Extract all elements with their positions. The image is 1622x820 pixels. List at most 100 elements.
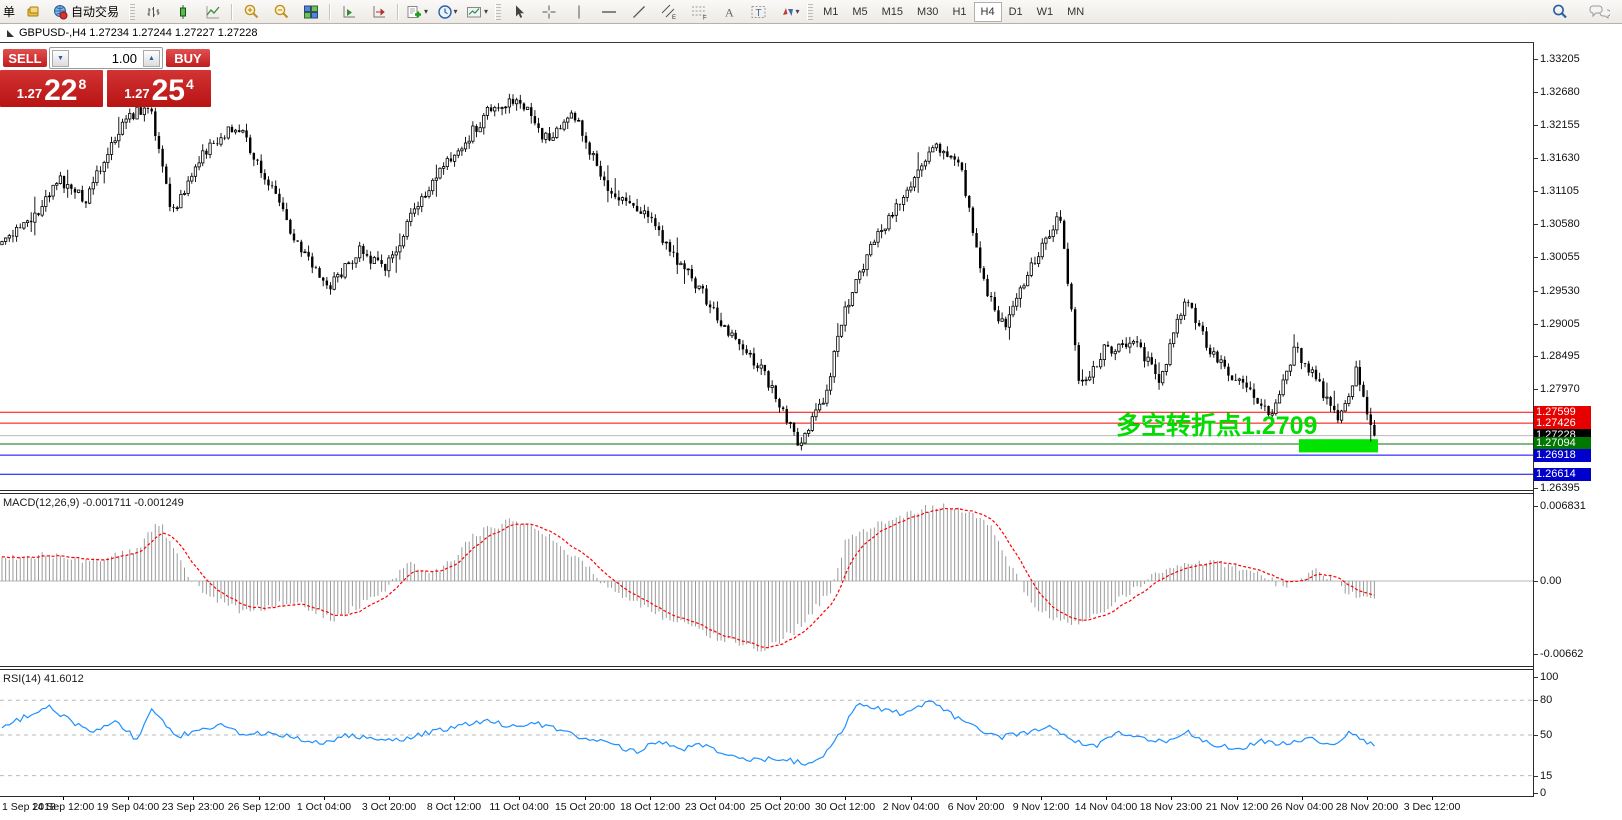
tick-mark xyxy=(1534,388,1538,390)
new-order-label[interactable]: 单 xyxy=(3,5,16,19)
tile-windows-button[interactable] xyxy=(297,1,325,23)
macd-pane[interactable]: MACD(12,26,9) -0.001711 -0.001249 xyxy=(0,494,1533,666)
history-center-button[interactable] xyxy=(19,1,47,23)
crosshair-icon xyxy=(541,4,557,20)
tick-mark xyxy=(1534,323,1538,325)
buy-button[interactable]: BUY xyxy=(166,49,210,67)
templates-button[interactable]: ▾ xyxy=(463,1,491,23)
price-tick-label: 1.30055 xyxy=(1534,251,1580,263)
arrows-button[interactable]: ▾ xyxy=(775,1,803,23)
sell-button[interactable]: SELL xyxy=(3,49,47,67)
toolbar-grip[interactable] xyxy=(495,3,502,20)
tick-mark xyxy=(1534,653,1538,655)
search-button[interactable] xyxy=(1546,1,1574,23)
crosshair-button[interactable] xyxy=(535,1,563,23)
date-tick xyxy=(1171,797,1172,800)
autotrade-button[interactable]: 自动交易 xyxy=(49,1,125,23)
date-label: 8 Oct 12:00 xyxy=(426,801,482,813)
date-tick xyxy=(63,797,64,800)
volume-increase-button[interactable]: ▲ xyxy=(143,49,160,67)
timeframe-M5[interactable]: M5 xyxy=(852,5,868,18)
chat-icon xyxy=(1588,4,1610,20)
macd-scale-label: -0.00662 xyxy=(1534,648,1583,660)
text-label-icon: T xyxy=(750,4,768,20)
equidistant-channel-button[interactable]: E xyxy=(655,1,683,23)
zoom-out-button[interactable] xyxy=(267,1,295,23)
date-label: 23 Sep 23:00 xyxy=(161,801,225,813)
date-label: 14 Sep 12:00 xyxy=(31,801,95,813)
tick-mark xyxy=(1534,91,1538,93)
tick-mark xyxy=(1534,223,1538,225)
auto-scroll-button[interactable] xyxy=(335,1,363,23)
text-label-button[interactable]: T xyxy=(745,1,773,23)
toolbar-grip[interactable] xyxy=(807,3,814,20)
chart-caption: GBPUSD-,H4 1.27234 1.27244 1.27227 1.272… xyxy=(0,24,1622,42)
line-chart-button[interactable] xyxy=(199,1,227,23)
tick-mark xyxy=(1534,290,1538,292)
timeframe-H4[interactable]: H4 xyxy=(973,1,1002,22)
svg-text:F: F xyxy=(703,16,707,21)
trendline-button[interactable] xyxy=(625,1,653,23)
periods-button[interactable]: ▾ xyxy=(433,1,461,23)
date-tick xyxy=(1041,797,1042,800)
timeframe-MN[interactable]: MN xyxy=(1067,5,1085,18)
chart-cursor-icon xyxy=(6,29,15,38)
date-label: 26 Nov 04:00 xyxy=(1270,801,1334,813)
date-tick xyxy=(911,797,912,800)
zoom-in-icon xyxy=(243,3,260,20)
cursor-button[interactable] xyxy=(505,1,533,23)
macd-chart[interactable] xyxy=(0,494,1533,666)
highlight-bar xyxy=(1299,439,1378,453)
text-button[interactable]: A xyxy=(715,1,743,23)
timeframe-M1[interactable]: M1 xyxy=(823,5,839,18)
tick-mark xyxy=(1534,124,1538,126)
chat-button[interactable] xyxy=(1585,1,1613,23)
sell-price-prefix: 1.27 xyxy=(16,86,43,101)
rsi-scale-label: 50 xyxy=(1534,729,1552,741)
candlestick-chart[interactable]: 多空转折点1.2709 xyxy=(0,43,1533,490)
rsi-pane[interactable]: RSI(14) 41.6012 xyxy=(0,670,1533,796)
text-icon: A xyxy=(722,4,736,20)
timeframe-D1[interactable]: D1 xyxy=(1008,5,1023,18)
chart-shift-button[interactable] xyxy=(365,1,393,23)
sell-price-box[interactable]: 1.27 22 8 xyxy=(0,70,103,107)
price-level-badge: 1.26614 xyxy=(1534,468,1591,481)
rsi-chart[interactable] xyxy=(0,670,1533,796)
vertical-line-button[interactable] xyxy=(565,1,593,23)
toolbar-grip[interactable] xyxy=(129,3,136,20)
date-tick xyxy=(585,797,586,800)
timeframe-M30[interactable]: M30 xyxy=(917,5,939,18)
autotrade-label: 自动交易 xyxy=(71,5,120,19)
gold-tag-icon xyxy=(25,4,41,20)
horizontal-line-button[interactable] xyxy=(595,1,623,23)
timeframe-M15[interactable]: M15 xyxy=(881,5,904,18)
pivot-annotation: 多空转折点1.2709 xyxy=(1116,411,1317,440)
toolbar-right xyxy=(1545,1,1614,23)
date-tick xyxy=(324,797,325,800)
svg-text:A: A xyxy=(725,5,734,19)
price-tick-label: 1.29005 xyxy=(1534,318,1580,330)
indicators-button[interactable]: ▾ xyxy=(403,1,431,23)
pane-splitter[interactable] xyxy=(0,490,1622,494)
pane-splitter[interactable] xyxy=(0,666,1622,670)
tick-mark xyxy=(1534,580,1538,582)
volume-value[interactable]: 1.00 xyxy=(111,50,137,66)
volume-decrease-button[interactable]: ▼ xyxy=(52,49,69,67)
horizontal-line-icon xyxy=(600,4,618,20)
timeframe-H1[interactable]: H1 xyxy=(952,5,967,18)
buy-price-box[interactable]: 1.27 25 4 xyxy=(107,70,211,107)
date-label: 18 Nov 23:00 xyxy=(1139,801,1203,813)
price-tick-label: 1.32155 xyxy=(1534,119,1580,131)
tick-mark xyxy=(1534,190,1538,192)
candlestick-button[interactable] xyxy=(169,1,197,23)
zoom-in-button[interactable] xyxy=(237,1,265,23)
zoom-out-icon xyxy=(273,3,290,20)
fibonacci-button[interactable]: F xyxy=(685,1,713,23)
main-price-chart[interactable]: 多空转折点1.2709 xyxy=(0,43,1533,490)
date-tick xyxy=(454,797,455,800)
date-tick xyxy=(389,797,390,800)
date-label: 3 Dec 12:00 xyxy=(1403,801,1461,813)
bar-chart-button[interactable] xyxy=(139,1,167,23)
bar-chart-icon xyxy=(145,4,161,20)
timeframe-W1[interactable]: W1 xyxy=(1036,5,1054,18)
